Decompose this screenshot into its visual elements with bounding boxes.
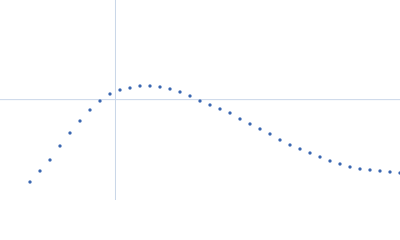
point — [338, 162, 342, 166]
point — [388, 170, 392, 174]
point — [98, 99, 102, 103]
point — [368, 168, 372, 172]
point — [108, 92, 112, 96]
point — [88, 108, 92, 112]
point — [68, 131, 72, 135]
point — [168, 87, 172, 91]
point — [178, 90, 182, 94]
point — [218, 107, 222, 111]
point — [318, 155, 322, 159]
point — [258, 127, 262, 131]
point — [358, 167, 362, 171]
point — [208, 103, 212, 107]
point — [278, 138, 282, 142]
point — [118, 88, 122, 92]
point — [378, 169, 382, 173]
point — [78, 119, 82, 123]
point — [238, 117, 242, 121]
point — [148, 84, 152, 88]
point — [158, 85, 162, 89]
point — [188, 94, 192, 98]
page: (() => { const data = JSON.parse(documen… — [0, 0, 400, 200]
point — [328, 159, 332, 163]
chart — [0, 0, 400, 200]
point — [58, 144, 62, 148]
point — [248, 122, 252, 126]
point — [198, 99, 202, 103]
point — [298, 147, 302, 151]
point — [48, 158, 52, 162]
point — [348, 165, 352, 169]
point — [308, 151, 312, 155]
point — [128, 86, 132, 90]
point — [38, 169, 42, 173]
point — [228, 111, 232, 115]
point — [268, 132, 272, 136]
point — [28, 180, 32, 184]
point — [288, 143, 292, 147]
point — [138, 84, 142, 88]
